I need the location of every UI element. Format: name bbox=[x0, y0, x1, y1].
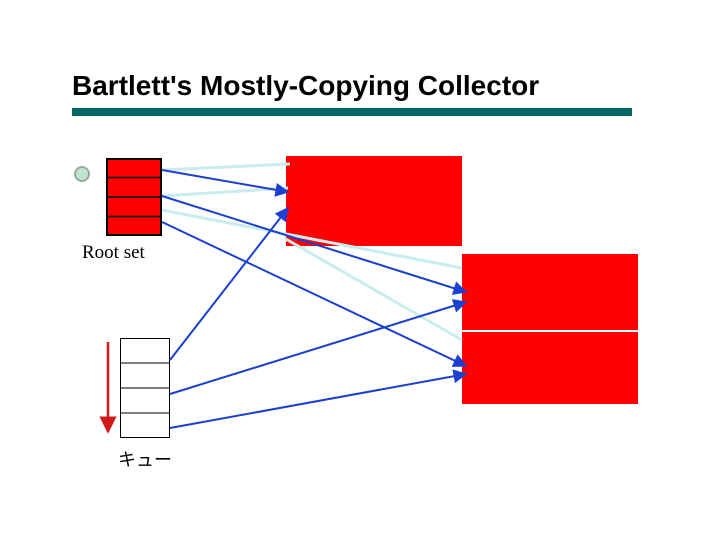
title-underline bbox=[72, 108, 632, 116]
queue-box bbox=[120, 338, 170, 438]
bullet-icon bbox=[74, 166, 90, 182]
slide-title: Bartlett's Mostly-Copying Collector bbox=[72, 70, 539, 102]
heap-block-0 bbox=[286, 156, 462, 246]
heap-block-1 bbox=[462, 254, 638, 330]
slide-root: Bartlett's Mostly-Copying Collector Root… bbox=[0, 0, 720, 540]
root-set-box bbox=[106, 158, 162, 236]
queue-label: キュー bbox=[118, 446, 172, 472]
heap-block-2 bbox=[462, 332, 638, 404]
root-set-label: Root set bbox=[82, 242, 145, 264]
